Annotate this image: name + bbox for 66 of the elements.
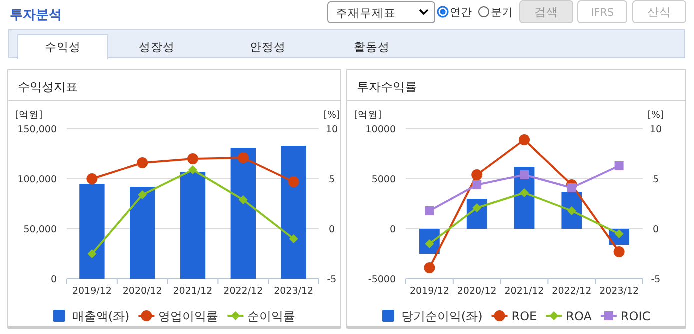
x-tick-label: 2022/12 <box>552 286 592 297</box>
bar <box>281 146 306 279</box>
legend-label: ROIC <box>620 310 651 324</box>
legend-label: ROA <box>566 310 593 324</box>
bar <box>180 172 206 279</box>
x-tick-label: 2019/12 <box>72 286 112 297</box>
y-tick-label: 10000 <box>366 124 396 136</box>
y2-tick-label: 10 <box>326 124 338 136</box>
y-axis-title: [억원] <box>15 110 43 121</box>
x-tick-label: 2019/12 <box>410 286 450 297</box>
x-tick-label: 2021/12 <box>173 286 213 297</box>
point <box>88 250 97 258</box>
legend-label: 영업이익률 <box>158 310 219 324</box>
y-tick-label: 0 <box>50 274 57 286</box>
point <box>472 180 482 190</box>
bar <box>130 187 156 279</box>
point <box>472 170 483 180</box>
point <box>614 246 625 258</box>
point <box>288 176 300 188</box>
y-tick-label: 50,000 <box>24 224 57 236</box>
page-header: 투자분석 주재무제표 연간 분기 검색 IFRS 산식 수익성 성장성 안정성 활동성 <box>8 0 686 60</box>
y2-tick-label: 0 <box>652 224 660 236</box>
point <box>519 134 530 146</box>
point <box>289 234 298 244</box>
y2-tick-label: -5 <box>651 274 661 286</box>
x-tick-label: 2023/12 <box>274 286 314 297</box>
y2-tick-label: 0 <box>328 224 336 236</box>
y-tick-label: 0 <box>390 224 396 236</box>
bar <box>230 148 256 279</box>
x-tick-label: 2021/12 <box>504 286 544 297</box>
x-tick-label: 2022/12 <box>224 286 264 297</box>
y-tick-label: 150,000 <box>18 124 57 136</box>
point <box>472 204 482 212</box>
y2-axis-title: [%] <box>324 110 340 121</box>
y2-tick-label: 5 <box>328 174 336 186</box>
chart-title: 수익성지표 <box>18 80 78 94</box>
point <box>520 170 529 180</box>
y2-tick-label: 5 <box>652 174 660 186</box>
point <box>520 188 529 198</box>
x-tick-label: 2023/12 <box>600 286 640 297</box>
point <box>567 184 576 192</box>
y-tick-label: -5000 <box>368 274 396 286</box>
y2-axis-title: [%] <box>648 110 664 121</box>
point <box>424 262 436 274</box>
point <box>188 154 198 164</box>
y2-tick-label: 10 <box>650 124 662 136</box>
point <box>614 162 624 170</box>
point <box>238 196 248 204</box>
y-axis-title: [억원] <box>354 110 382 121</box>
point <box>238 152 249 164</box>
y-tick-label: 5000 <box>372 174 396 186</box>
point <box>138 190 148 200</box>
x-tick-label: 2020/12 <box>457 286 497 297</box>
chart-title: 투자수익률 <box>357 80 417 94</box>
point <box>137 158 148 168</box>
bar <box>80 184 105 279</box>
point <box>86 174 98 184</box>
legend-label: 당기순이익(좌) <box>401 310 483 324</box>
legend-label: 순이익률 <box>248 310 296 324</box>
point <box>425 206 434 216</box>
y-tick-label: 100,000 <box>18 174 57 186</box>
x-tick-label: 2020/12 <box>122 286 162 297</box>
legend-label: ROE <box>512 310 538 324</box>
y2-tick-label: -5 <box>327 274 337 286</box>
legend-label: 매출액(좌) <box>72 310 130 324</box>
point <box>188 166 198 174</box>
